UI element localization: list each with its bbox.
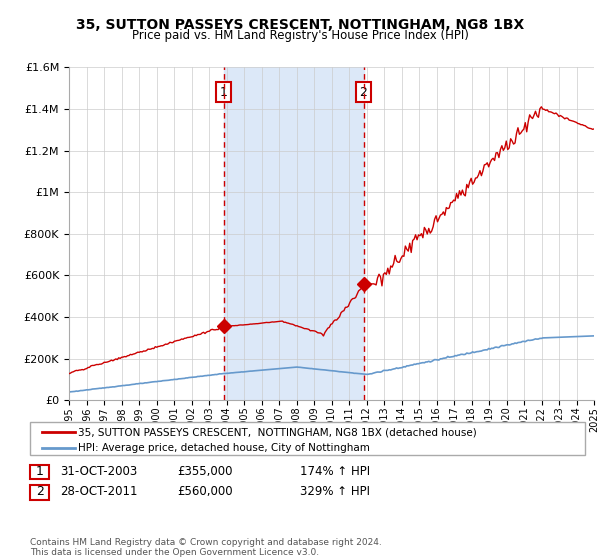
Text: Contains HM Land Registry data © Crown copyright and database right 2024.
This d: Contains HM Land Registry data © Crown c… (30, 538, 382, 557)
Text: HPI: Average price, detached house, City of Nottingham: HPI: Average price, detached house, City… (78, 443, 370, 453)
Text: 35, SUTTON PASSEYS CRESCENT,  NOTTINGHAM, NG8 1BX (detached house): 35, SUTTON PASSEYS CRESCENT, NOTTINGHAM,… (78, 427, 477, 437)
Text: £355,000: £355,000 (177, 465, 233, 478)
Text: 329% ↑ HPI: 329% ↑ HPI (300, 485, 370, 498)
Bar (224, 67, 364, 400)
Text: £560,000: £560,000 (177, 485, 233, 498)
Text: 2: 2 (359, 86, 367, 99)
Text: Price paid vs. HM Land Registry's House Price Index (HPI): Price paid vs. HM Land Registry's House … (131, 29, 469, 42)
Text: 31-OCT-2003: 31-OCT-2003 (60, 465, 137, 478)
Text: 1: 1 (35, 465, 44, 478)
Text: 28-OCT-2011: 28-OCT-2011 (60, 485, 137, 498)
Text: 174% ↑ HPI: 174% ↑ HPI (300, 465, 370, 478)
Text: 2: 2 (35, 485, 44, 498)
Text: 1: 1 (220, 86, 227, 99)
Text: 35, SUTTON PASSEYS CRESCENT, NOTTINGHAM, NG8 1BX: 35, SUTTON PASSEYS CRESCENT, NOTTINGHAM,… (76, 18, 524, 32)
